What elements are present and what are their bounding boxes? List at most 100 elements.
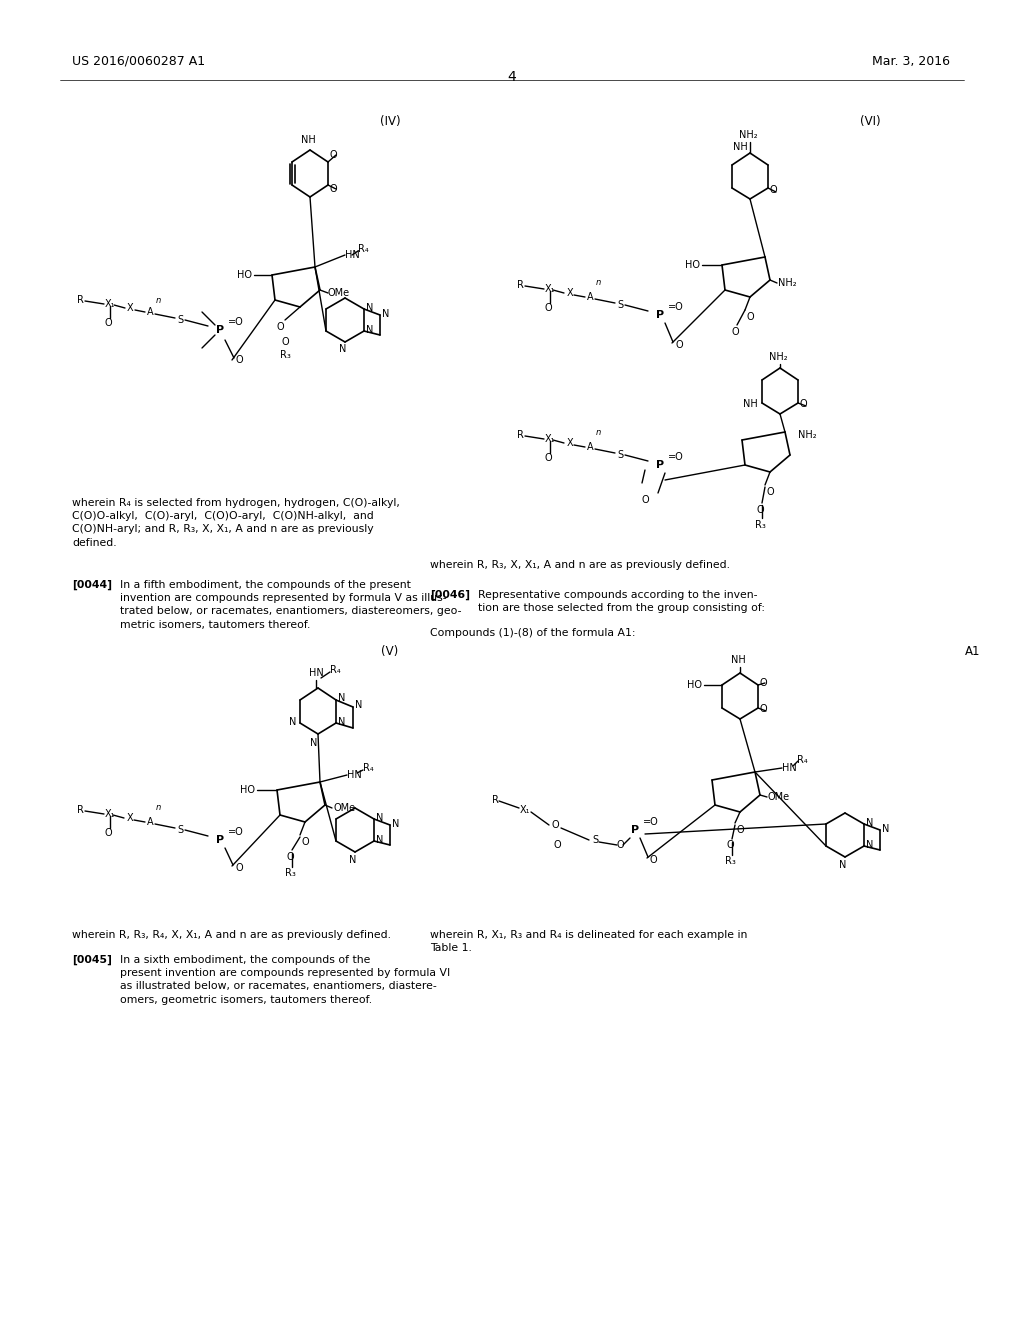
Text: wherein R₄ is selected from hydrogen, hydrogen, C(O)-alkyl,
C(O)O-alkyl,  C(O)-a: wherein R₄ is selected from hydrogen, hy…	[72, 498, 400, 548]
Text: =O: =O	[668, 451, 684, 462]
Text: N: N	[310, 738, 317, 748]
Text: O: O	[276, 322, 284, 333]
Text: O: O	[760, 678, 768, 688]
Text: n: n	[156, 296, 161, 305]
Text: X: X	[127, 304, 133, 313]
Text: R₄: R₄	[330, 665, 341, 675]
Text: R₃: R₃	[725, 855, 735, 866]
Text: N: N	[392, 818, 399, 829]
Text: OMe: OMe	[333, 803, 355, 813]
Text: A: A	[146, 817, 154, 828]
Text: O: O	[330, 150, 338, 160]
Text: In a sixth embodiment, the compounds of the
present invention are compounds repr: In a sixth embodiment, the compounds of …	[120, 954, 451, 1005]
Text: O: O	[330, 183, 338, 194]
Text: O: O	[553, 840, 560, 850]
Text: O: O	[282, 337, 289, 347]
Text: R₄: R₄	[358, 244, 369, 253]
Text: =O: =O	[668, 302, 684, 312]
Text: O: O	[726, 840, 734, 850]
Text: [0046]: [0046]	[430, 590, 470, 601]
Text: P: P	[656, 459, 664, 470]
Text: In a fifth embodiment, the compounds of the present
invention are compounds repr: In a fifth embodiment, the compounds of …	[120, 579, 462, 630]
Text: X: X	[566, 288, 573, 298]
Text: O: O	[616, 840, 624, 850]
Text: O: O	[731, 327, 738, 337]
Text: A: A	[587, 292, 593, 302]
Text: N: N	[339, 345, 347, 354]
Text: N: N	[366, 304, 374, 313]
Text: X: X	[566, 438, 573, 447]
Text: O: O	[301, 837, 309, 847]
Text: P: P	[216, 836, 224, 845]
Text: NH₂: NH₂	[778, 279, 797, 288]
Text: HN: HN	[308, 668, 324, 678]
Text: O: O	[544, 304, 552, 313]
Text: O: O	[736, 825, 743, 836]
Text: HN: HN	[782, 763, 797, 774]
Text: NH₂: NH₂	[769, 352, 787, 362]
Text: O: O	[104, 318, 112, 327]
Text: N: N	[866, 818, 873, 828]
Text: N: N	[840, 861, 847, 870]
Text: N: N	[866, 840, 873, 850]
Text: X₁: X₁	[545, 284, 555, 294]
Text: R: R	[77, 294, 83, 305]
Text: (VI): (VI)	[860, 115, 881, 128]
Text: P: P	[216, 325, 224, 335]
Text: Compounds (1)-(8) of the formula A1:: Compounds (1)-(8) of the formula A1:	[430, 628, 636, 638]
Text: R: R	[492, 795, 499, 805]
Text: n: n	[595, 279, 601, 286]
Text: A: A	[146, 308, 154, 317]
Text: O: O	[756, 506, 764, 515]
Text: [0044]: [0044]	[72, 579, 112, 590]
Text: (V): (V)	[381, 645, 398, 657]
Text: O: O	[104, 828, 112, 838]
Text: HN: HN	[345, 249, 359, 260]
Text: 4: 4	[508, 70, 516, 84]
Text: NH₂: NH₂	[738, 129, 758, 140]
Text: R: R	[516, 280, 523, 290]
Text: =O: =O	[228, 828, 244, 837]
Text: Mar. 3, 2016: Mar. 3, 2016	[872, 55, 950, 69]
Text: N: N	[376, 813, 383, 822]
Text: O: O	[234, 355, 243, 366]
Text: n: n	[595, 428, 601, 437]
Text: O: O	[746, 312, 754, 322]
Text: S: S	[616, 300, 623, 310]
Text: n: n	[156, 803, 161, 812]
Text: N: N	[882, 824, 890, 834]
Text: HN: HN	[347, 770, 361, 780]
Text: US 2016/0060287 A1: US 2016/0060287 A1	[72, 55, 205, 69]
Text: X₁: X₁	[520, 805, 530, 814]
Text: N: N	[382, 309, 389, 319]
Text: S: S	[616, 450, 623, 459]
Text: O: O	[766, 487, 774, 498]
Text: wherein R, R₃, X, X₁, A and n are as previously defined.: wherein R, R₃, X, X₁, A and n are as pre…	[430, 560, 730, 570]
Text: OMe: OMe	[768, 792, 791, 803]
Text: S: S	[177, 825, 183, 836]
Text: NH: NH	[743, 399, 758, 409]
Text: O: O	[641, 495, 649, 506]
Text: N: N	[366, 325, 374, 335]
Text: R: R	[77, 805, 83, 814]
Text: A1: A1	[965, 645, 980, 657]
Text: HO: HO	[240, 785, 255, 795]
Text: HO: HO	[685, 260, 700, 271]
Text: wherein R, X₁, R₃ and R₄ is delineated for each example in
Table 1.: wherein R, X₁, R₃ and R₄ is delineated f…	[430, 931, 748, 953]
Text: =O: =O	[643, 817, 658, 828]
Text: wherein R, R₃, R₄, X, X₁, A and n are as previously defined.: wherein R, R₃, R₄, X, X₁, A and n are as…	[72, 931, 391, 940]
Text: N: N	[289, 717, 296, 727]
Text: [0045]: [0045]	[72, 954, 112, 965]
Text: O: O	[770, 185, 777, 195]
Text: Representative compounds according to the inven-
tion are those selected from th: Representative compounds according to th…	[478, 590, 765, 614]
Text: O: O	[650, 855, 657, 865]
Text: R: R	[516, 430, 523, 440]
Text: N: N	[338, 717, 345, 727]
Text: R₄: R₄	[797, 755, 808, 766]
Text: O: O	[234, 863, 243, 873]
Text: OMe: OMe	[328, 288, 350, 298]
Text: X₁: X₁	[545, 434, 555, 444]
Text: S: S	[177, 315, 183, 325]
Text: =O: =O	[228, 317, 244, 327]
Text: O: O	[551, 820, 559, 830]
